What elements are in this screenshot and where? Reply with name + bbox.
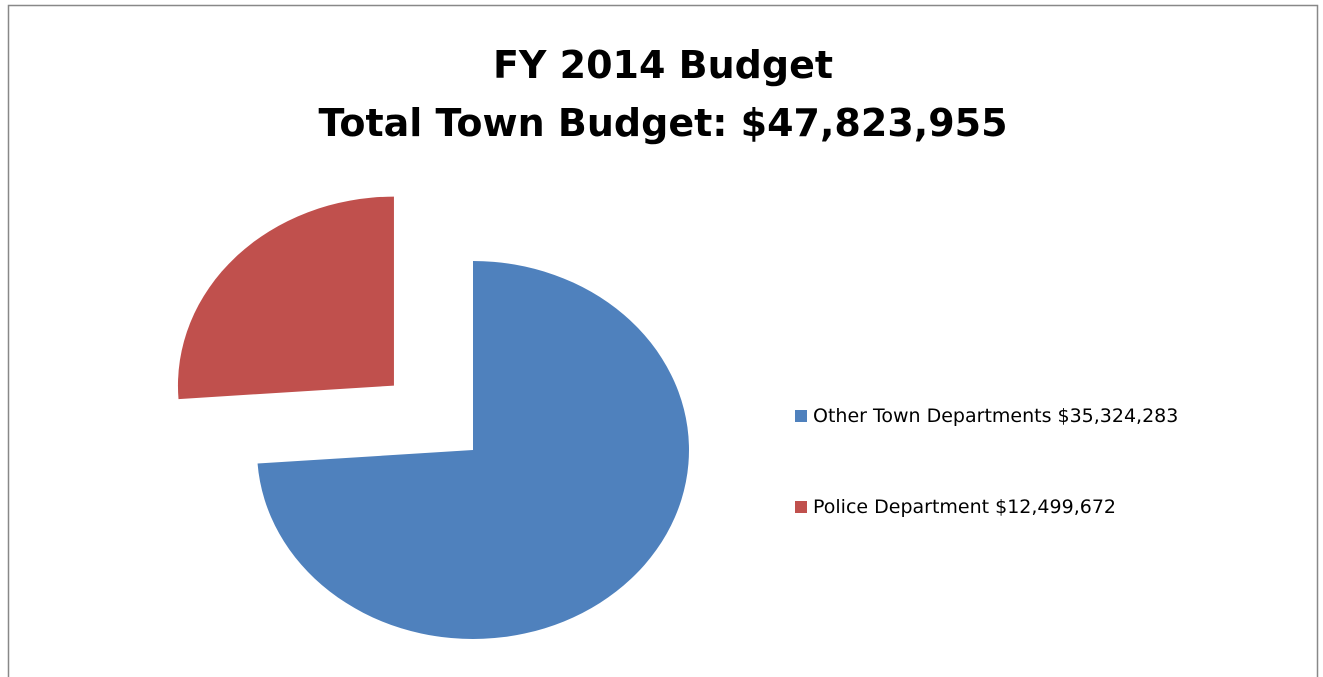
legend-value: $35,324,283 <box>1057 405 1178 427</box>
chart-subtitle: Total Town Budget: $47,823,955 <box>318 101 1007 145</box>
chart-title: FY 2014 Budget <box>493 43 833 87</box>
pie-slice <box>177 196 394 400</box>
legend-label: Other Town Departments $35,324,283 <box>813 405 1178 427</box>
legend-category: Police Department <box>813 496 989 518</box>
legend-category: Other Town Departments <box>813 405 1051 427</box>
legend-swatch <box>795 410 807 422</box>
legend-swatch <box>795 501 807 513</box>
pie-slice <box>257 261 689 639</box>
legend-value: $12,499,672 <box>995 496 1116 518</box>
legend-label: Police Department $12,499,672 <box>813 496 1116 518</box>
